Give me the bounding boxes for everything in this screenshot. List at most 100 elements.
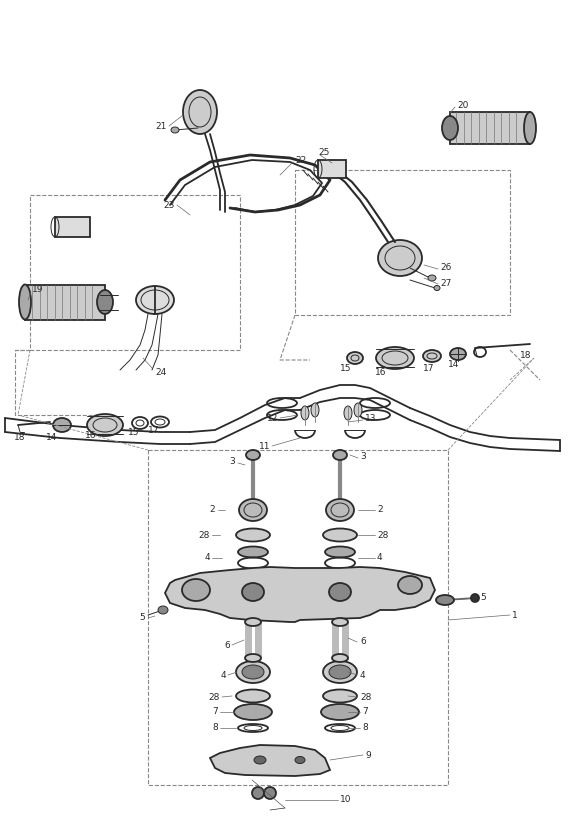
Polygon shape	[165, 567, 435, 622]
Ellipse shape	[329, 583, 351, 601]
Ellipse shape	[171, 127, 179, 133]
Ellipse shape	[238, 546, 268, 558]
Text: 14: 14	[448, 359, 459, 368]
Text: 2: 2	[377, 505, 382, 514]
Text: 28: 28	[199, 531, 210, 540]
Ellipse shape	[321, 704, 359, 720]
Text: 25: 25	[318, 147, 329, 157]
Text: 11: 11	[258, 442, 270, 451]
Bar	[295, 170, 510, 315]
Text: 7: 7	[362, 708, 368, 717]
Ellipse shape	[264, 787, 276, 799]
Text: 18: 18	[14, 433, 26, 442]
Ellipse shape	[442, 116, 458, 140]
Ellipse shape	[242, 583, 264, 601]
Ellipse shape	[323, 690, 357, 703]
Text: 27: 27	[440, 279, 451, 288]
Ellipse shape	[234, 704, 272, 720]
Ellipse shape	[450, 348, 466, 360]
Ellipse shape	[325, 546, 355, 558]
Text: 1: 1	[512, 611, 518, 620]
Ellipse shape	[236, 690, 270, 703]
Text: 6: 6	[224, 640, 230, 649]
Text: 18: 18	[520, 350, 532, 359]
Text: 8: 8	[212, 723, 218, 733]
Text: 12: 12	[266, 414, 278, 423]
Text: 7: 7	[212, 708, 218, 717]
Text: 10: 10	[340, 795, 352, 804]
Text: 8: 8	[362, 723, 368, 733]
Text: 19: 19	[32, 285, 44, 294]
Ellipse shape	[245, 618, 261, 626]
Text: 28: 28	[360, 692, 371, 701]
Ellipse shape	[246, 450, 260, 460]
Text: 4: 4	[205, 554, 210, 563]
Bar	[450, 112, 530, 144]
Text: 16: 16	[375, 368, 387, 377]
Text: 21: 21	[156, 121, 167, 130]
Text: 28: 28	[209, 692, 220, 701]
Ellipse shape	[332, 654, 348, 662]
Ellipse shape	[87, 414, 123, 436]
Text: 5: 5	[480, 592, 486, 602]
Ellipse shape	[326, 499, 354, 521]
Text: 14: 14	[46, 433, 57, 442]
Ellipse shape	[344, 406, 352, 420]
Ellipse shape	[471, 594, 479, 602]
Bar	[55, 217, 90, 237]
Text: 3: 3	[360, 452, 366, 461]
Text: 2: 2	[209, 505, 215, 514]
Ellipse shape	[97, 290, 113, 314]
Bar	[148, 450, 448, 785]
Text: 17: 17	[148, 425, 160, 434]
Text: 3: 3	[229, 456, 235, 466]
Ellipse shape	[333, 450, 347, 460]
Text: 28: 28	[377, 531, 388, 540]
Ellipse shape	[524, 112, 536, 144]
Ellipse shape	[242, 665, 264, 679]
Ellipse shape	[311, 403, 319, 417]
Ellipse shape	[252, 787, 264, 799]
Ellipse shape	[398, 576, 422, 594]
Text: 13: 13	[365, 414, 377, 423]
Ellipse shape	[236, 528, 270, 541]
Bar	[25, 285, 105, 320]
Ellipse shape	[436, 595, 454, 605]
Ellipse shape	[354, 403, 362, 417]
Ellipse shape	[332, 618, 348, 626]
Text: 4: 4	[377, 554, 382, 563]
Bar	[318, 160, 346, 178]
Text: 24: 24	[155, 368, 166, 377]
Ellipse shape	[423, 350, 441, 362]
Ellipse shape	[53, 418, 71, 432]
Ellipse shape	[236, 661, 270, 683]
Ellipse shape	[295, 756, 305, 764]
Ellipse shape	[428, 275, 436, 281]
Text: 15: 15	[340, 363, 352, 372]
Ellipse shape	[329, 665, 351, 679]
Text: 9: 9	[365, 751, 371, 760]
Text: 4: 4	[360, 671, 366, 680]
Text: 6: 6	[360, 638, 366, 647]
Ellipse shape	[182, 579, 210, 601]
Ellipse shape	[158, 606, 168, 614]
Ellipse shape	[434, 285, 440, 291]
Ellipse shape	[376, 347, 414, 369]
Text: 4: 4	[220, 671, 226, 680]
Polygon shape	[210, 745, 330, 776]
Text: 16: 16	[85, 430, 97, 439]
Ellipse shape	[239, 499, 267, 521]
Text: 26: 26	[440, 263, 451, 271]
Text: 23: 23	[164, 200, 175, 209]
Text: 17: 17	[423, 363, 434, 372]
Text: 22: 22	[295, 156, 306, 165]
Ellipse shape	[323, 661, 357, 683]
Ellipse shape	[378, 240, 422, 276]
Ellipse shape	[183, 90, 217, 134]
Ellipse shape	[136, 286, 174, 314]
Ellipse shape	[19, 284, 31, 320]
Ellipse shape	[347, 352, 363, 364]
Text: 5: 5	[139, 614, 145, 622]
Bar	[30, 195, 240, 350]
Ellipse shape	[323, 528, 357, 541]
